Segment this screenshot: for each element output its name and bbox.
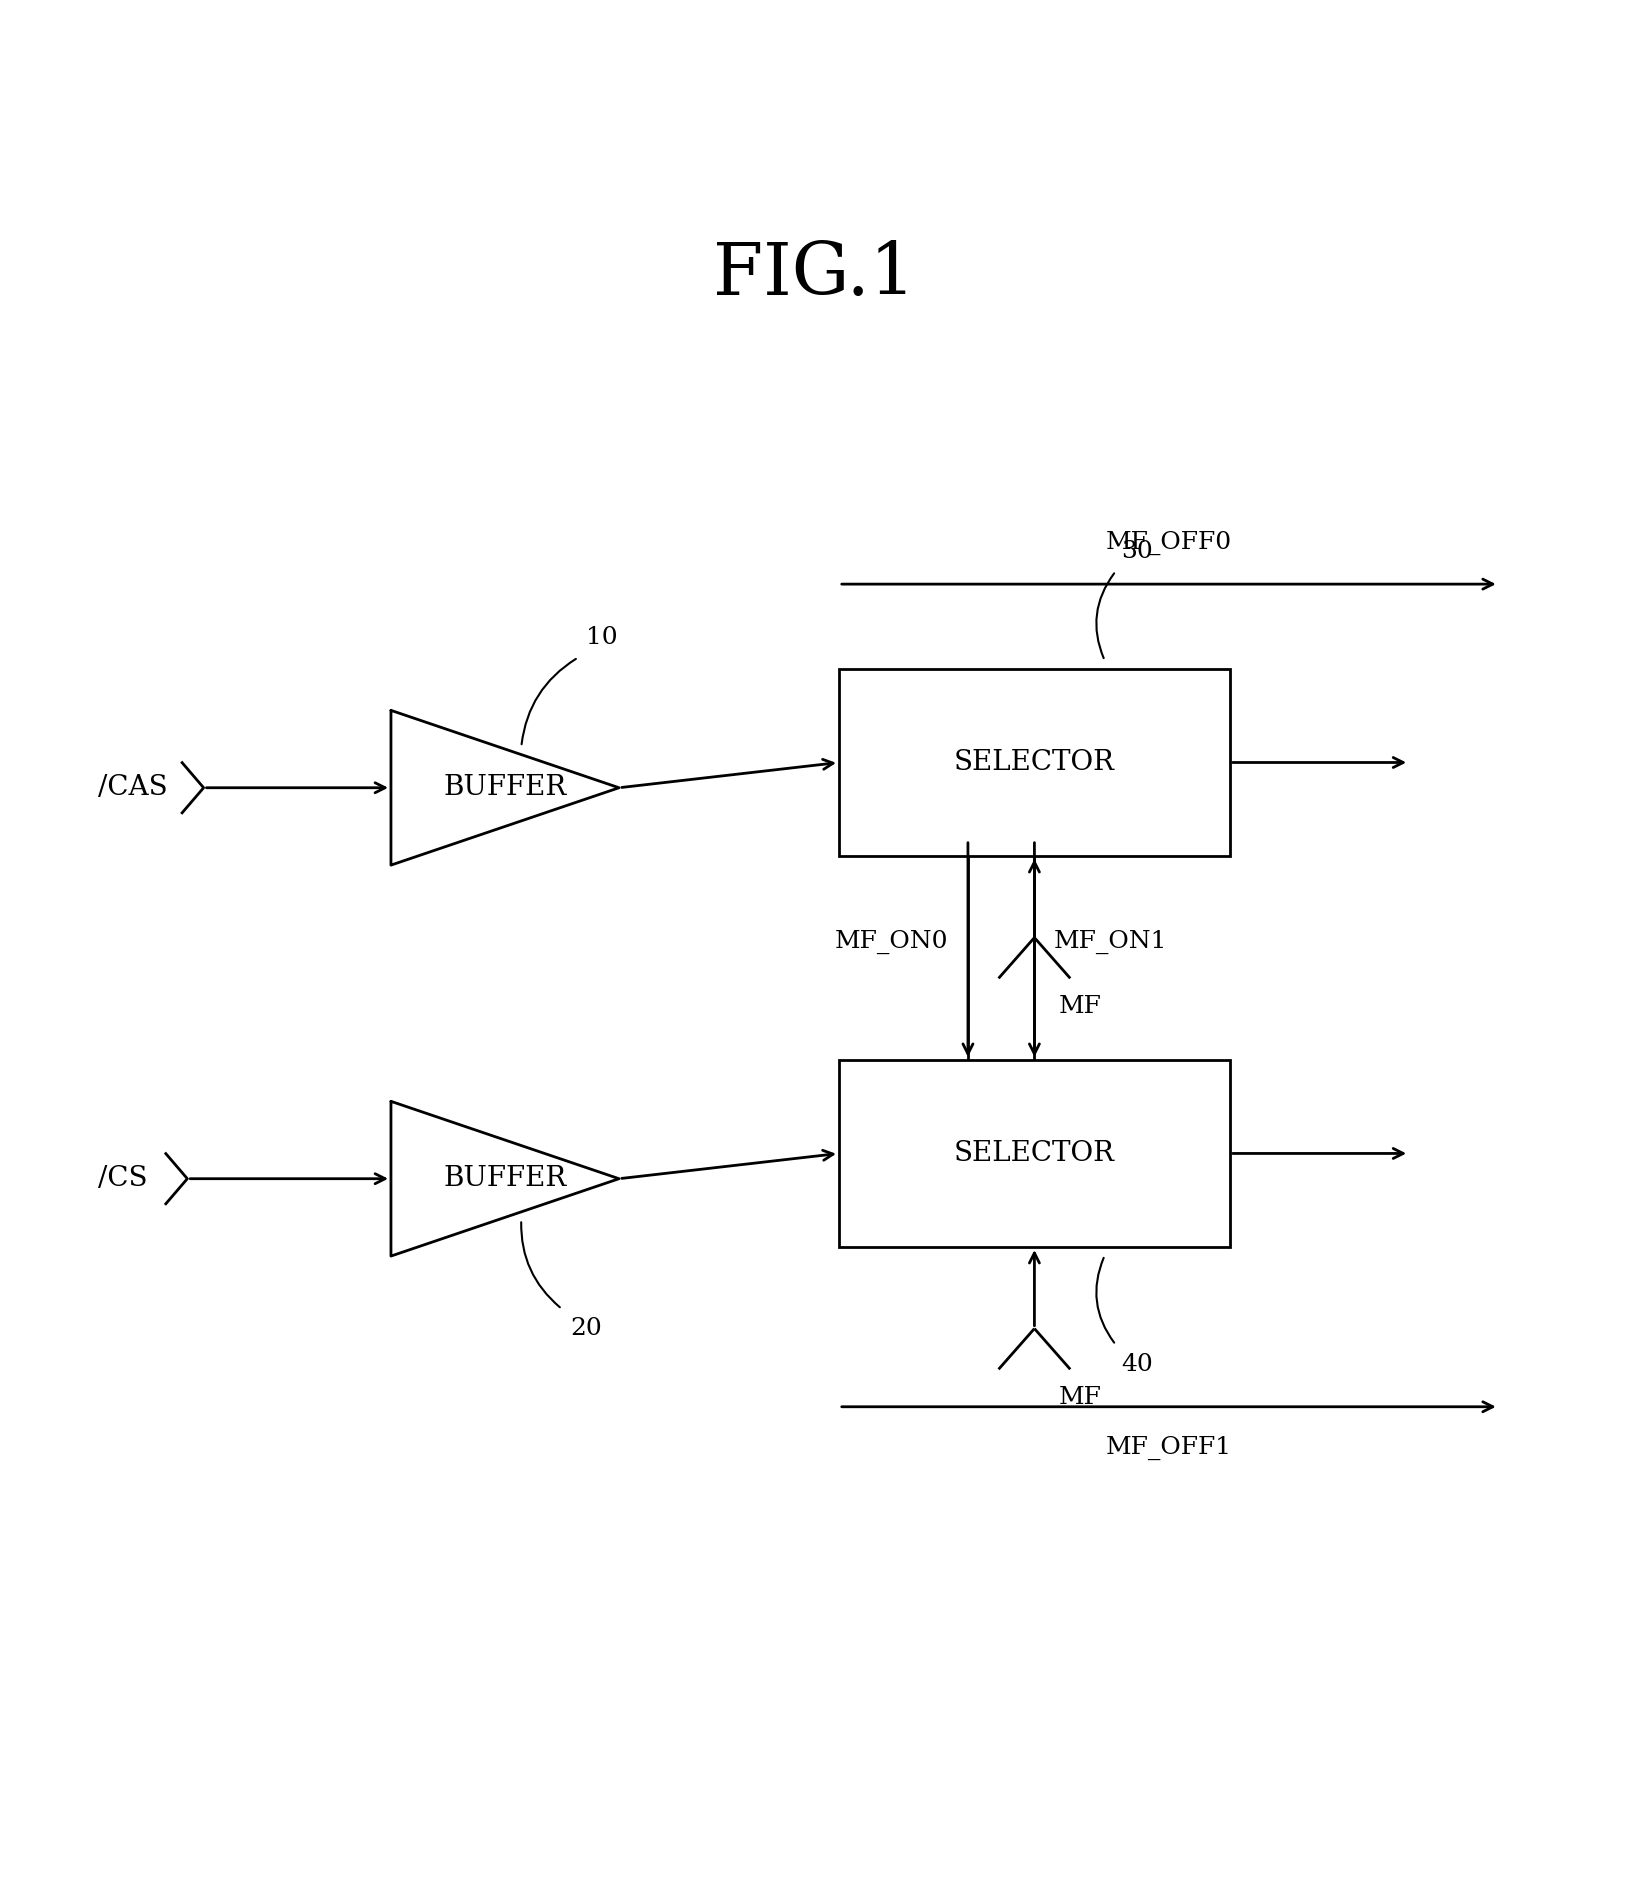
Text: SELECTOR: SELECTOR bbox=[955, 1140, 1114, 1167]
Text: SELECTOR: SELECTOR bbox=[955, 748, 1114, 777]
Text: MF: MF bbox=[1059, 995, 1101, 1018]
Text: MF_ON0: MF_ON0 bbox=[836, 929, 948, 954]
Text: MF_ON1: MF_ON1 bbox=[1054, 929, 1168, 954]
Text: MF_OFF1: MF_OFF1 bbox=[1106, 1436, 1232, 1461]
Text: FIG.1: FIG.1 bbox=[714, 239, 915, 309]
Bar bbox=[839, 669, 1230, 856]
Text: BUFFER: BUFFER bbox=[443, 1165, 567, 1191]
Text: /CS: /CS bbox=[98, 1165, 147, 1191]
Text: MF: MF bbox=[1059, 1385, 1101, 1408]
Bar bbox=[839, 1059, 1230, 1248]
Text: 10: 10 bbox=[586, 626, 617, 648]
Text: MF_OFF0: MF_OFF0 bbox=[1106, 530, 1232, 554]
Text: 30: 30 bbox=[1121, 539, 1152, 564]
Text: 40: 40 bbox=[1121, 1353, 1152, 1376]
Text: 20: 20 bbox=[570, 1318, 601, 1340]
Text: BUFFER: BUFFER bbox=[443, 775, 567, 801]
Text: /CAS: /CAS bbox=[98, 775, 168, 801]
